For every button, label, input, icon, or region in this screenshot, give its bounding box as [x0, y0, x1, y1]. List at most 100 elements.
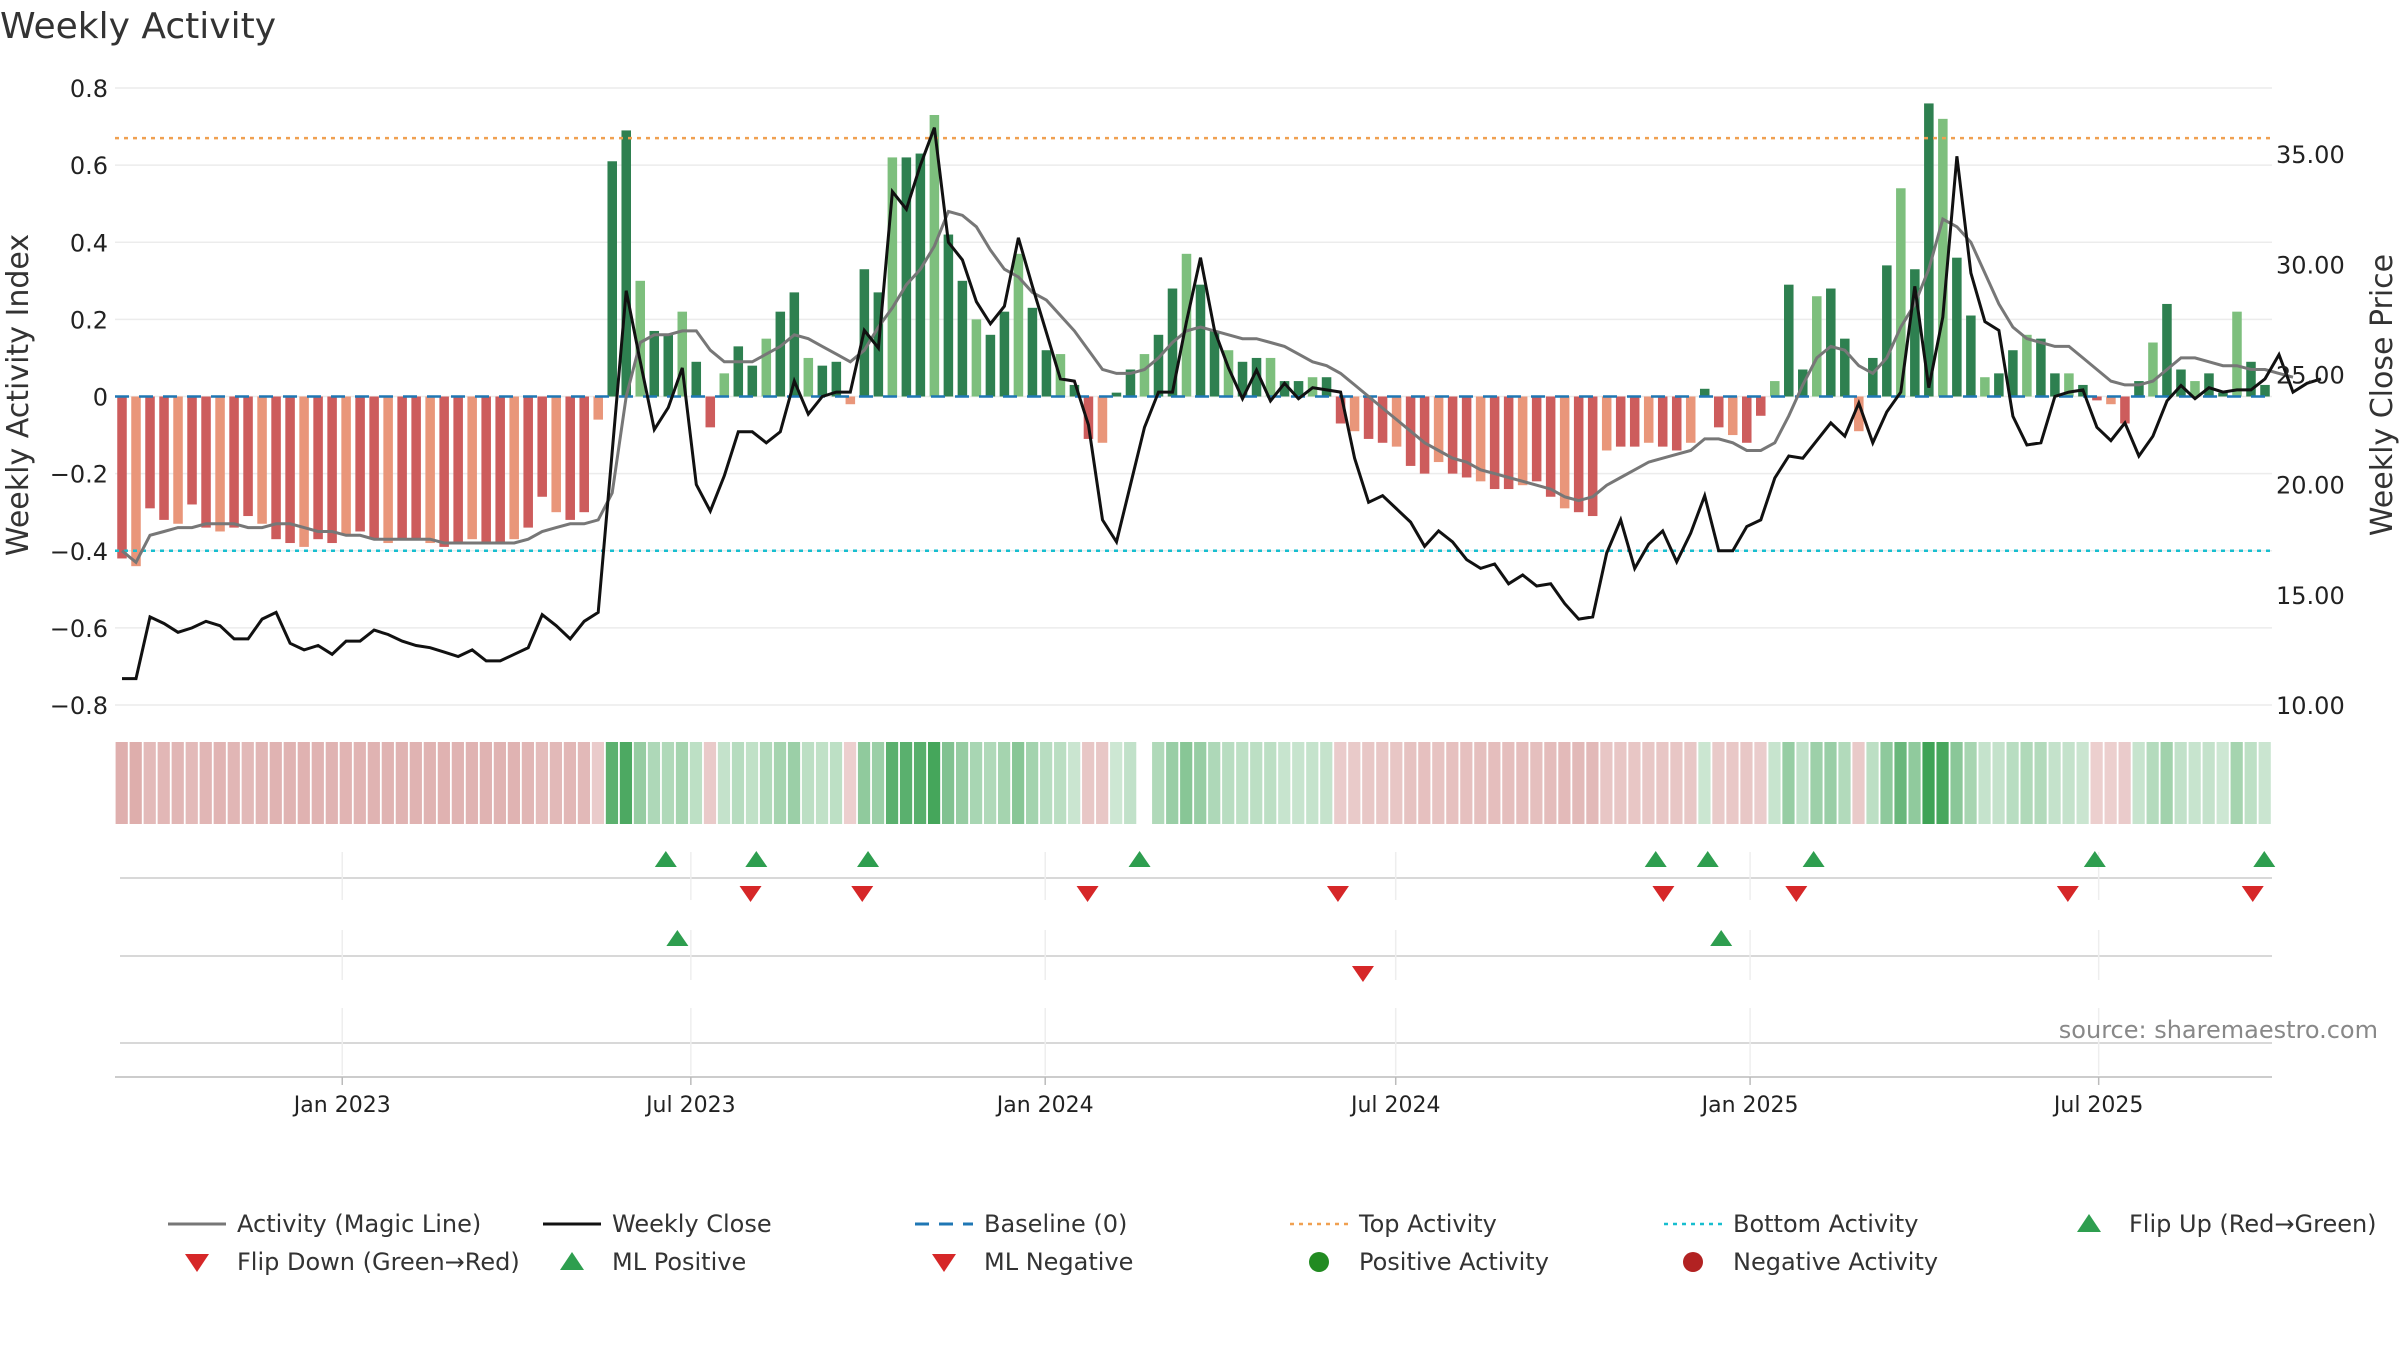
flip-up-marker	[745, 851, 768, 867]
date-tick-label: Jul 2023	[644, 1093, 736, 1118]
heat-cell	[325, 742, 338, 824]
activity-bar	[201, 396, 211, 528]
activity-bar	[1559, 396, 1570, 509]
legend-label: Flip Up (Red→Green)	[2129, 1210, 2377, 1238]
heat-cell	[899, 742, 913, 824]
left-tick-label: 0.2	[70, 306, 108, 334]
activity-bar	[2022, 334, 2032, 397]
activity-bar	[803, 357, 814, 397]
activity-bar	[2106, 396, 2116, 405]
heat-cell	[227, 742, 240, 824]
heat-cell	[143, 742, 156, 824]
activity-bar	[2092, 396, 2102, 401]
right-tick-label: 20.00	[2276, 472, 2345, 500]
legend-item: ML Negative	[932, 1248, 1133, 1276]
left-tick-label: 0.6	[70, 152, 108, 180]
legend-label: Bottom Activity	[1733, 1210, 1918, 1238]
flip-up-marker	[2083, 851, 2106, 867]
activity-bar	[1125, 369, 1136, 397]
heat-cell	[773, 742, 787, 824]
heat-cell	[1978, 742, 1991, 824]
heat-cell	[661, 742, 675, 824]
left-tick-label: 0.4	[70, 229, 108, 257]
date-tick-label: Jul 2024	[1349, 1093, 1441, 1118]
heat-cell	[1782, 742, 1795, 824]
flip-up-marker	[654, 851, 677, 867]
activity-bar	[1531, 396, 1542, 482]
heat-cell	[1992, 742, 2005, 824]
activity-bar	[187, 396, 197, 505]
activity-bar	[1882, 265, 1892, 397]
activity-bar	[705, 396, 716, 428]
activity-bar	[411, 396, 421, 540]
activity-bar	[649, 330, 660, 397]
heat-cell	[843, 742, 857, 824]
legend-label: ML Positive	[612, 1248, 746, 1276]
legend-item: Positive Activity	[1309, 1248, 1549, 1276]
heat-cell	[507, 742, 520, 824]
activity-bar	[1629, 396, 1640, 447]
activity-bar	[1896, 188, 1906, 397]
heat-cell	[493, 742, 506, 824]
heat-cell	[1824, 742, 1837, 824]
heat-cell	[521, 742, 534, 824]
heat-cell	[998, 742, 1011, 824]
legend-label: Activity (Magic Line)	[237, 1210, 481, 1238]
heat-cell	[1110, 742, 1123, 824]
heat-cell	[1684, 742, 1697, 824]
activity-bar	[1601, 396, 1612, 451]
activity-bar	[1097, 396, 1108, 443]
activity-bar	[887, 157, 898, 397]
activity-bar	[775, 311, 786, 397]
heat-cell	[171, 742, 184, 824]
heat-cell	[2034, 742, 2047, 824]
heat-cell	[689, 742, 703, 824]
activity-bar	[1069, 384, 1080, 397]
activity-bar	[831, 361, 842, 397]
activity-bar	[817, 365, 828, 397]
activity-bar	[453, 396, 463, 544]
flip-up-marker	[1644, 851, 1667, 867]
series-lines	[121, 127, 2322, 681]
activity-bar	[2008, 350, 2018, 397]
heat-cell	[255, 742, 268, 824]
left-tick-label: 0	[93, 384, 108, 412]
heat-cell	[2244, 742, 2257, 824]
heat-cell	[1054, 742, 1067, 824]
activity-bar	[985, 334, 996, 397]
heat-cell	[871, 742, 885, 824]
activity-bar	[565, 396, 575, 520]
heat-cell	[1362, 742, 1375, 824]
activity-bar	[1756, 396, 1766, 416]
heat-strip	[115, 742, 2271, 824]
activity-bar	[313, 396, 323, 540]
activity-bar	[1741, 396, 1752, 443]
heat-cell	[1544, 742, 1557, 824]
right-axis-label: Weekly Close Price	[2365, 254, 2400, 536]
activity-bar	[2190, 381, 2200, 397]
heat-cell	[1852, 742, 1865, 824]
heat-cell	[157, 742, 170, 824]
heat-cell	[2258, 742, 2271, 824]
activity-bar	[1966, 315, 1976, 397]
heat-cell	[283, 742, 296, 824]
activity-bar	[607, 161, 617, 397]
heat-cell	[1586, 742, 1599, 824]
activity-bar	[327, 396, 337, 544]
legend-swatch	[1309, 1252, 1329, 1272]
legend-label: Weekly Close	[612, 1210, 772, 1238]
heat-cell	[927, 742, 941, 824]
heat-cell	[2062, 742, 2075, 824]
right-tick-label: 35.00	[2276, 141, 2345, 169]
activity-bar	[341, 396, 351, 536]
heat-cell	[549, 742, 563, 824]
flip-down-marker	[1076, 886, 1099, 902]
activity-bar	[1545, 396, 1556, 497]
heat-cell	[1670, 742, 1683, 824]
heat-cell	[311, 742, 324, 824]
legend-item: Flip Down (Green→Red)	[185, 1248, 520, 1276]
activity-bar	[1419, 396, 1430, 474]
activity-bar	[1784, 284, 1794, 397]
activity-bar	[1868, 357, 1878, 397]
